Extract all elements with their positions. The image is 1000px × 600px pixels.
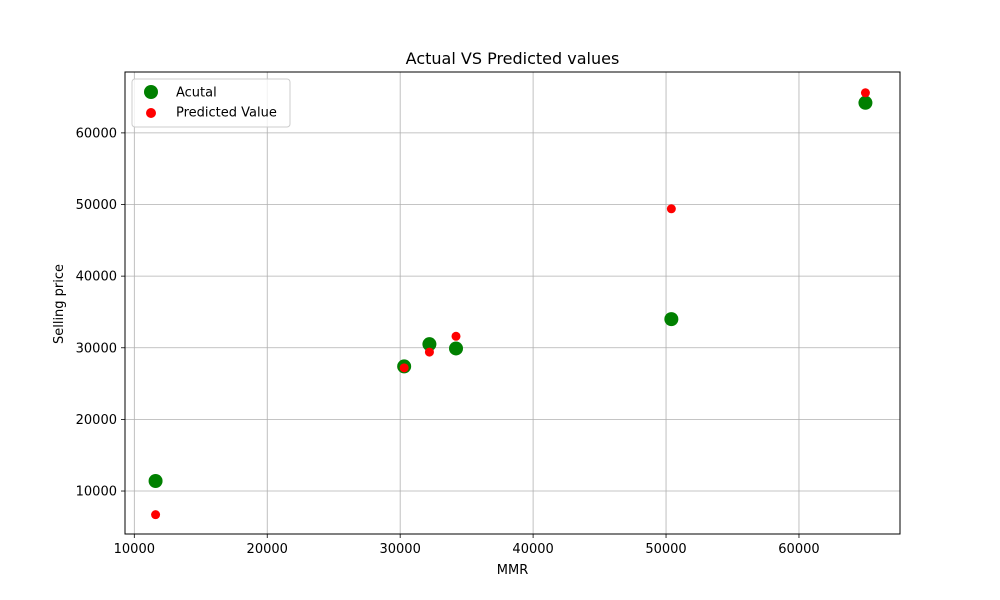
- x-tick-label: 40000: [512, 542, 553, 557]
- x-tick-label: 30000: [379, 542, 420, 557]
- actual-point: [858, 95, 873, 110]
- chart-title: Actual VS Predicted values: [406, 49, 620, 68]
- predicted-point: [860, 88, 870, 98]
- y-tick-label: 30000: [76, 341, 117, 356]
- legend-marker-actual: [144, 85, 158, 99]
- actual-point: [148, 473, 163, 488]
- legend-box: [131, 78, 291, 128]
- y-tick-label: 10000: [76, 485, 117, 500]
- actual-point: [422, 337, 437, 352]
- predicted-point: [151, 510, 161, 520]
- x-tick-label: 60000: [778, 542, 819, 557]
- y-tick-label: 50000: [76, 198, 117, 213]
- actual-point: [664, 312, 679, 327]
- predicted-point: [451, 331, 461, 341]
- x-axis-label: MMR: [497, 563, 528, 578]
- legend: Acutal Predicted Value: [131, 78, 291, 128]
- x-tick-label: 50000: [645, 542, 686, 557]
- legend-marker-predicted: [146, 108, 156, 118]
- x-tick-label: 10000: [114, 542, 155, 557]
- actual-point: [449, 341, 464, 356]
- y-axis-label: Selling price: [52, 264, 67, 344]
- predicted-point: [424, 347, 434, 357]
- legend-label-predicted: Predicted Value: [176, 106, 277, 121]
- y-tick-label: 20000: [76, 413, 117, 428]
- plot-frame: [124, 71, 901, 535]
- data-points: [148, 88, 873, 520]
- predicted-point: [399, 363, 409, 373]
- axis-ticks: 10000 20000 30000 40000 50000 60000 10000 20000…: [76, 126, 820, 557]
- y-tick-label: 40000: [76, 270, 117, 285]
- y-tick-label: 60000: [76, 126, 117, 141]
- x-tick-label: 20000: [247, 542, 288, 557]
- predicted-point: [666, 204, 676, 214]
- grid: [125, 72, 900, 534]
- legend-label-actual: Acutal: [176, 86, 217, 101]
